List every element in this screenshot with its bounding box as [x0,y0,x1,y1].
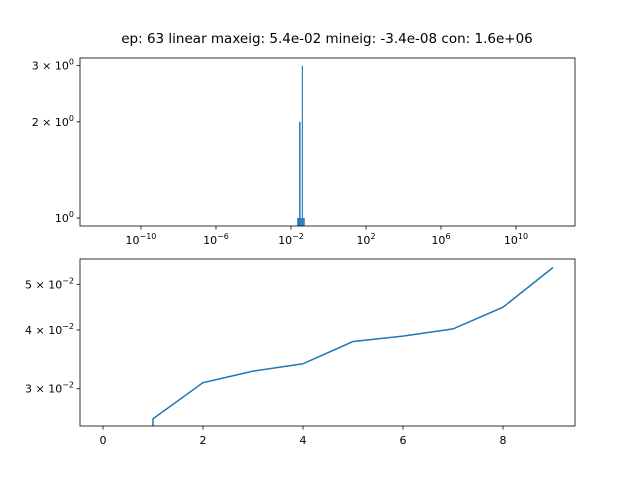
bar [297,218,300,226]
x-tick-label: 10−6 [203,232,229,247]
x-tick-label: 10−2 [278,232,304,247]
y-tick-label: 2 × 100 [32,114,74,129]
tick-base: 10 [55,212,69,225]
x-tick-label: 1010 [504,232,528,247]
y-tick-label: 5 × 10−2 [25,276,74,291]
plot-area [297,65,305,226]
tick-base: 4 × 10 [25,324,62,337]
x-tick-label: 4 [300,434,307,447]
plot-area [152,266,554,426]
y-tick-label: 3 × 10−2 [25,381,74,396]
tick-base: 10 [203,234,217,247]
tick-exponent: −6 [217,232,229,241]
tick-exponent: −2 [62,381,74,390]
y-tick-label: 4 × 10−2 [25,322,74,337]
chart-title: ep: 63 linear maxeig: 5.4e-02 mineig: -3… [121,31,533,47]
tick-exponent: 0 [69,114,74,123]
tick-base: 5 × 10 [25,278,62,291]
tick-base: 3 × 10 [32,60,69,73]
tick-base: 10 [431,234,445,247]
tick-base: 10 [356,234,370,247]
tick-exponent: 6 [445,232,450,241]
tick-exponent: −10 [140,232,157,241]
bar [300,218,302,226]
tick-exponent: 10 [518,232,528,241]
tick-base: 10 [278,234,292,247]
tick-base: 10 [126,234,140,247]
tick-exponent: 0 [69,210,74,219]
tick-base: 3 × 10 [25,383,62,396]
tick-base: 10 [504,234,518,247]
bar [299,121,301,226]
x-tick-label: 102 [356,232,375,247]
bar [302,218,304,226]
y-tick-label: 3 × 100 [32,58,74,73]
x-tick-label: 0 [100,434,107,447]
x-tick-label: 10−10 [126,232,157,247]
tick-exponent: −2 [292,232,304,241]
x-tick-label: 2 [200,434,207,447]
axes-frame [79,258,576,427]
line [152,266,554,426]
axes-frame [79,57,576,227]
bar [301,65,303,226]
y-tick-label: 100 [55,210,74,225]
x-tick-label: 6 [400,434,407,447]
tick-exponent: 0 [69,58,74,67]
tick-exponent: −2 [62,276,74,285]
bar [303,218,305,226]
x-tick-label: 106 [431,232,450,247]
tick-exponent: −2 [62,322,74,331]
x-tick-label: 8 [500,434,507,447]
tick-base: 2 × 10 [32,116,69,129]
tick-exponent: 2 [370,232,375,241]
